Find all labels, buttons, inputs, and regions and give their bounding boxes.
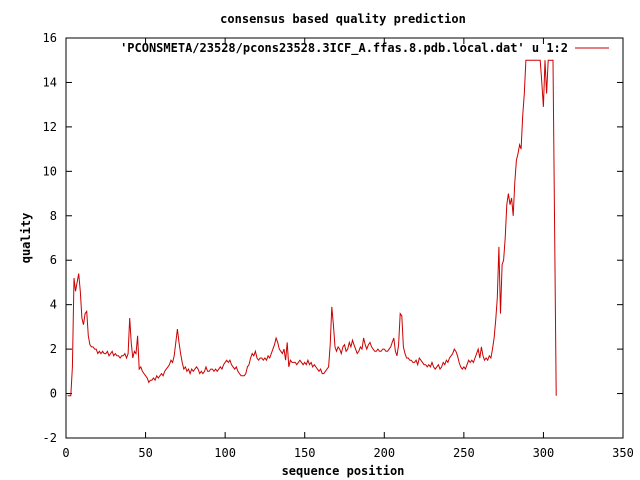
- x-tick-label: 100: [214, 446, 236, 460]
- x-tick-label: 250: [453, 446, 475, 460]
- x-tick-label: 0: [62, 446, 69, 460]
- y-tick-label: 8: [50, 209, 57, 223]
- y-axis-label: quality: [19, 213, 33, 264]
- y-tick-label: 4: [50, 298, 57, 312]
- y-tick-label: 14: [43, 75, 57, 89]
- x-tick-label: 300: [533, 446, 555, 460]
- y-tick-label: 12: [43, 120, 57, 134]
- x-tick-label: 150: [294, 446, 316, 460]
- y-tick-label: 16: [43, 31, 57, 45]
- chart-title: consensus based quality prediction: [220, 12, 466, 26]
- x-tick-label: 350: [612, 446, 634, 460]
- legend-label: 'PCONSMETA/23528/pcons23528.3ICF_A.ffas.…: [120, 41, 568, 56]
- x-tick-label: 200: [373, 446, 395, 460]
- y-tick-label: 0: [50, 387, 57, 401]
- legend: 'PCONSMETA/23528/pcons23528.3ICF_A.ffas.…: [120, 41, 609, 56]
- y-tick-label: 10: [43, 164, 57, 178]
- y-tick-label: -2: [43, 431, 57, 445]
- series-line: [67, 59, 557, 397]
- x-axis-ticks: 0 50 100 150 200 250 300 350: [62, 38, 634, 460]
- y-axis-ticks: -2 0 2 4 6 8 10 12 14 16: [43, 31, 623, 445]
- x-axis-label: sequence position: [282, 464, 405, 478]
- plot-frame: [65, 37, 624, 439]
- y-tick-label: 6: [50, 253, 57, 267]
- y-tick-label: 2: [50, 342, 57, 356]
- x-tick-label: 50: [138, 446, 152, 460]
